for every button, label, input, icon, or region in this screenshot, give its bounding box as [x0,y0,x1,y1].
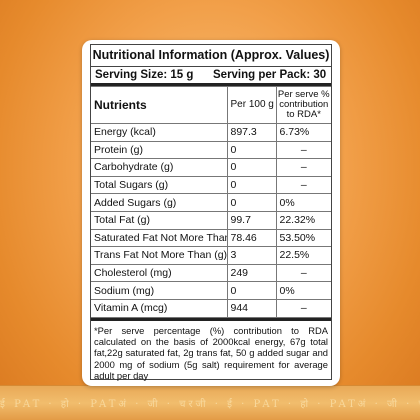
per-100g-value: 0 [226,281,277,300]
per-100g-value: 0 [226,175,277,195]
table-row: Cholesterol (mg) 249– [91,263,331,283]
nutrient-name: Carbohydrate (g) [91,158,228,177]
nutrient-name: Total Sugars (g) [91,175,228,195]
rda-footnote: *Per serve percentage (%) contribution t… [91,317,331,382]
serving-info-row: Serving Size: 15 g Serving per Pack: 30 [91,67,331,86]
band-pattern-text: ई PAT · हो · PATअं · जी · चरजी · ई · PAT… [0,399,420,410]
rda-value: – [275,140,331,160]
rda-value: – [275,298,331,318]
nutrient-name: Trans Fat Not More Than (g) [91,246,228,265]
table-row: Sodium (mg) 0 0% [91,281,331,300]
nutrient-name: Saturated Fat Not More Than (g) [91,228,228,248]
per-100g-value: 249 [226,263,277,283]
label-title: Nutritional Information (Approx. Values) [91,45,331,67]
table-row: Energy (kcal) 897.3 6.73% [91,123,331,142]
rda-value: 6.73% [275,123,331,142]
nutrient-name: Protein (g) [91,140,228,160]
decorative-bottom-band: ई PAT · हो · PATअं · जी · चरजी · ई · PAT… [0,385,420,420]
table-row: Added Sugars (g) 0 0% [91,193,331,212]
rda-value: 22.32% [275,210,331,230]
table-header-row: Nutrients Per 100 g Per serve % contribu… [91,86,331,124]
table-row: Protein (g) 0– [91,140,331,160]
table-row: Total Sugars (g) 0– [91,175,331,195]
nutrient-name: Added Sugars (g) [91,193,228,212]
nutrient-name: Cholesterol (mg) [91,263,228,283]
per-100g-value: 3 [226,246,277,265]
per-100g-value: 944 [226,298,277,318]
per-100g-value: 0 [226,158,277,177]
table-row: Total Fat (g) 99.7 22.32% [91,210,331,230]
per-100g-value: 99.7 [226,210,277,230]
rda-value: – [275,263,331,283]
header-rda: Per serve % contribution to RDA* [275,86,331,124]
rda-value: 0% [275,193,331,212]
nutrient-name: Vitamin A (mcg) [91,298,228,318]
header-nutrients: Nutrients [91,86,228,124]
per-100g-value: 78.46 [226,228,277,248]
rda-value: – [275,175,331,195]
table-row: Saturated Fat Not More Than (g)78.4653.5… [91,228,331,248]
rda-value: 0% [275,281,331,300]
per-100g-value: 0 [226,140,277,160]
table-row: Carbohydrate (g) 0– [91,158,331,177]
nutrient-name: Energy (kcal) [91,123,228,142]
serving-per-pack: Serving per Pack: 30 [213,69,327,81]
rda-value: – [275,158,331,177]
nutrient-name: Sodium (mg) [91,281,228,300]
header-per-100g: Per 100 g [226,86,277,124]
nutrition-label-card: Nutritional Information (Approx. Values)… [82,40,340,386]
table-row: Vitamin A (mcg) 944– [91,298,331,318]
serving-size: Serving Size: 15 g [95,69,194,81]
per-100g-value: 0 [226,193,277,212]
nutrition-label-frame: Nutritional Information (Approx. Values)… [90,44,332,382]
nutrient-name: Total Fat (g) [91,210,228,230]
table-row: Trans Fat Not More Than (g) 3 22.5% [91,246,331,265]
nutrition-table: Nutrients Per 100 g Per serve % contribu… [91,86,331,318]
rda-value: 53.50% [275,228,331,248]
rda-value: 22.5% [275,246,331,265]
nutrition-rows: Energy (kcal) 897.3 6.73% Protein (g) 0– Carb… [91,123,331,318]
per-100g-value: 897.3 [226,123,277,142]
